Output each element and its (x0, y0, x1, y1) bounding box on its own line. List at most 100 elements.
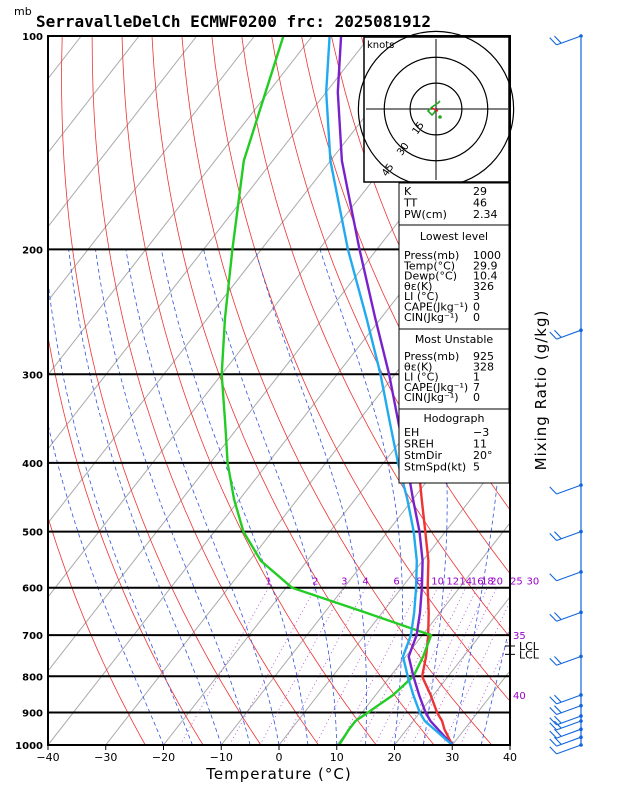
wind-barb (549, 744, 582, 755)
panel-row-value: 2.34 (473, 208, 498, 221)
parcel-line (324, 36, 454, 745)
panel-row-value: 10.4 (473, 270, 498, 283)
hodograph-storm-motion (438, 115, 442, 119)
barb-feather (554, 329, 562, 338)
isotherm (48, 36, 313, 376)
mixing-ratio-label: 14 (459, 577, 472, 588)
barb-shaft (556, 728, 582, 739)
barb-feather (554, 728, 562, 737)
barb-shaft (556, 744, 582, 755)
side-label: 40 (513, 691, 526, 702)
moist-adiabat (48, 422, 164, 745)
wind-barb (549, 720, 582, 731)
temperature-tick-label: −20 (152, 751, 175, 764)
panel-row-label: StmDir (404, 449, 443, 462)
panel-row-label: CAPE(Jkg⁻¹) (404, 301, 468, 314)
pressure-tick-label: 600 (22, 584, 43, 595)
temperature-tick-label: 30 (445, 751, 459, 764)
dry-adiabat (511, 36, 618, 745)
wind-barb (549, 736, 582, 747)
dry-adiabat (601, 36, 618, 745)
barb-feather (549, 533, 557, 541)
most-unstable-heading: Most Unstable (415, 333, 494, 346)
panel-row-value: 11 (473, 438, 487, 451)
wind-barb (549, 694, 582, 705)
mixing-ratio-lines (179, 587, 510, 745)
mixing-ratio-label: 12 (446, 577, 459, 588)
mixing-ratio-label: 3 (341, 577, 347, 588)
wind-barb (549, 484, 582, 495)
barb-feather (549, 738, 557, 747)
moist-adiabat (254, 249, 367, 745)
panel-row-label: Temp(°C) (403, 259, 455, 272)
barb-feather (554, 656, 562, 664)
mixing-ratio-label: 4 (362, 577, 368, 588)
pressure-tick-label: 500 (22, 528, 43, 539)
dry-adiabat (301, 36, 510, 511)
hodograph-trace-low (431, 107, 439, 112)
pressure-tick-label: 900 (22, 709, 43, 720)
lowest-level-panel: Lowest level Press(mb) 1000 Temp(°C) 29.9 De… (398, 224, 510, 330)
mixing-ratio-line (442, 600, 510, 745)
barb-shaft (556, 571, 582, 582)
dewpoint-line (220, 36, 433, 745)
indices-panel: K 29 TT 46 PW(cm) 2.34 (398, 182, 510, 226)
wind-barb (549, 655, 582, 666)
mixing-ratio-label: 16 (471, 577, 484, 588)
panel-row-label: CAPE(Jkg⁻¹) (404, 381, 468, 394)
isotherm (48, 36, 255, 302)
temperature-tick-label: −10 (210, 751, 233, 764)
barb-shaft (556, 484, 582, 495)
moist-adiabat (95, 249, 251, 745)
mixing-ratio-line (421, 587, 498, 745)
barb-feather (554, 694, 562, 703)
wind-barb (549, 531, 582, 542)
wind-barb (549, 571, 582, 582)
temperature-tick-labels: −40 −30 −20 −10 0 10 20 30 40 (36, 745, 517, 764)
panel-row-value: 7 (473, 381, 480, 394)
dry-adiabat (541, 36, 618, 745)
parcel_virtual-line (336, 36, 454, 745)
barb-feather (549, 37, 557, 46)
temperature-tick-label: 20 (388, 751, 402, 764)
barb-shaft (556, 655, 582, 666)
barb-feather (554, 736, 562, 745)
moist-adiabat (480, 623, 510, 745)
barb-feather (554, 531, 562, 540)
wind-barb (549, 35, 582, 46)
temperature-tick-label: 0 (276, 751, 283, 764)
mixing-ratio-label: 2 (312, 577, 318, 588)
panel-row-value: 1 (473, 371, 480, 384)
temperature-tick-label: 10 (330, 751, 344, 764)
pressure-tick-label: 400 (22, 459, 43, 470)
barb-feather (549, 657, 557, 666)
temperature-tick-label: −30 (94, 751, 117, 764)
panel-row-label: K (404, 185, 412, 198)
pressure-unit: mb (14, 5, 32, 18)
moist-adiabat (319, 249, 403, 745)
chart-title: SerravalleDelCh ECMWF0200 frc: 202508191… (36, 12, 431, 31)
panel-row-value: 3 (473, 290, 480, 303)
x-axis-label: Temperature (°C) (205, 765, 351, 783)
barb-shaft (556, 736, 582, 747)
pressure-tick-label: 100 (22, 32, 43, 43)
temperature-tick-label: −40 (36, 751, 59, 764)
mixing-ratio-label: 1 (265, 577, 271, 588)
dry-adiabat (61, 36, 262, 745)
pressure-tick-labels: 100 200 300 400 500 600 700 800 900 1000 (15, 32, 43, 752)
panel-row-label: TT (403, 197, 418, 210)
panel-row-value: 5 (473, 461, 480, 474)
mixing-ratio-line (229, 587, 316, 745)
barb-feather (554, 720, 562, 729)
panel-row-label: θε(K) (404, 280, 432, 293)
barb-feather (554, 612, 562, 620)
moist-adiabat (451, 249, 505, 745)
temperature-tick-label: 40 (503, 751, 517, 764)
mixing-ratio-line (259, 587, 345, 745)
barb-shaft (556, 611, 582, 622)
barb-shaft (556, 720, 582, 731)
barb-feather (549, 573, 557, 582)
barb-feather (549, 746, 557, 755)
panel-row-label: Dewp(°C) (404, 270, 457, 283)
